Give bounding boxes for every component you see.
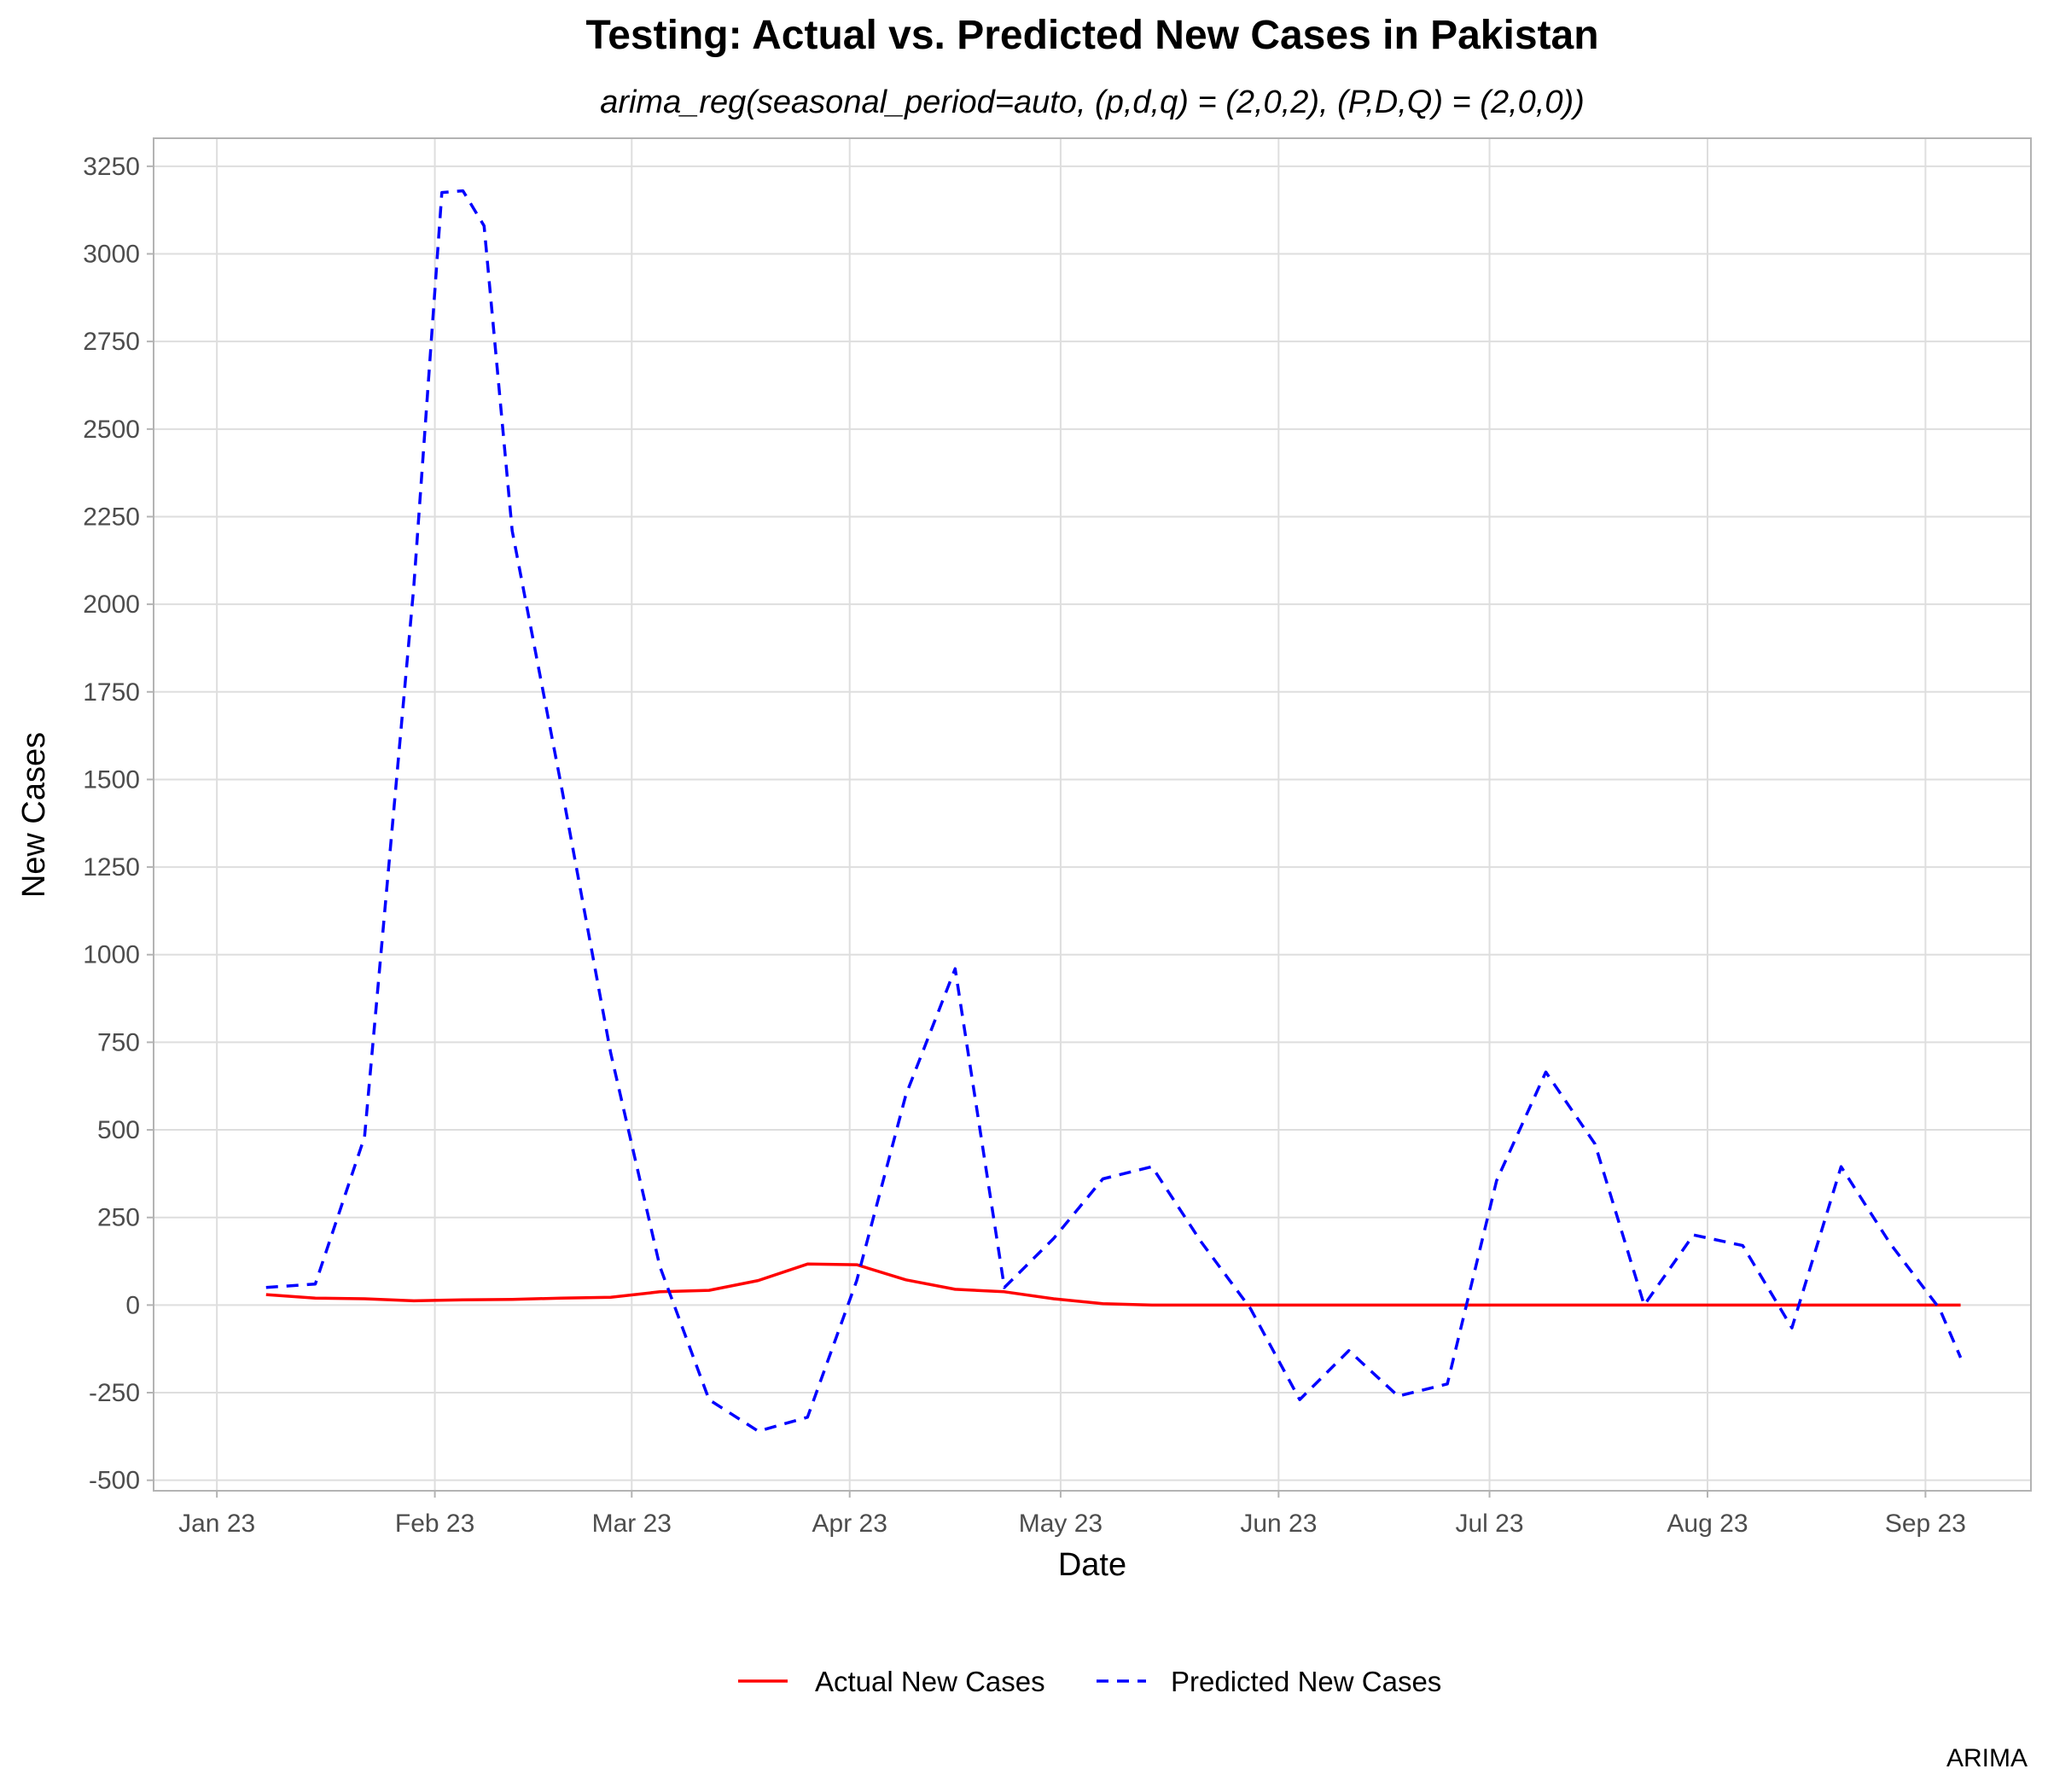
series-layer <box>265 189 1963 1433</box>
y-tick-label: 0 <box>125 1291 140 1319</box>
predicted-new-cases-line <box>265 189 1963 1433</box>
y-tick-label: 3000 <box>83 241 140 269</box>
chart-title: Testing: Actual vs. Predicted New Cases … <box>585 13 1598 58</box>
legend: Actual New Cases Predicted New Cases <box>738 1666 1441 1697</box>
y-tick-label: 750 <box>97 1028 140 1056</box>
y-tick-label: 1750 <box>83 678 140 707</box>
x-tick-label: Mar 23 <box>592 1510 672 1538</box>
x-tick-label: Jan 23 <box>178 1510 255 1538</box>
y-tick-label: 2250 <box>83 503 140 531</box>
x-axis-title: Date <box>1058 1547 1126 1583</box>
plot-panel-border <box>153 137 2032 1492</box>
x-tick-label: Sep 23 <box>1885 1510 1966 1538</box>
x-tick-label: Feb 23 <box>395 1510 474 1538</box>
x-tick-label: Jul 23 <box>1456 1510 1524 1538</box>
y-axis-ticks: -500 -250 0 250 500 750 1000 1250 1500 1750 2000 22… <box>83 153 154 1495</box>
x-tick-label: Apr 23 <box>812 1510 887 1538</box>
x-tick-label: Jun 23 <box>1240 1510 1317 1538</box>
y-tick-label: 1000 <box>83 941 140 969</box>
x-axis-ticks: Jan 23 Feb 23 Mar 23 Apr 23 May 23 Jun 23 Jul … <box>178 1491 1966 1538</box>
chart-caption: ARIMA <box>1946 1744 2028 1772</box>
x-tick-label: May 23 <box>1019 1510 1103 1538</box>
chart-subtitle: arima_reg(seasonal_period=auto, (p,d,q) … <box>600 84 1585 120</box>
grid-layer <box>154 138 2031 1491</box>
y-tick-label: -250 <box>89 1379 140 1407</box>
y-tick-label: 250 <box>97 1204 140 1232</box>
y-tick-label: 1250 <box>83 853 140 881</box>
y-tick-label: 2000 <box>83 591 140 619</box>
y-tick-label: 500 <box>97 1116 140 1144</box>
legend-label-predicted: Predicted New Cases <box>1171 1666 1441 1697</box>
y-axis-title: New Cases <box>16 732 52 898</box>
legend-label-actual: Actual New Cases <box>815 1666 1045 1697</box>
y-tick-label: 2750 <box>83 328 140 356</box>
x-tick-label: Aug 23 <box>1667 1510 1748 1538</box>
y-tick-label: 2500 <box>83 416 140 444</box>
y-tick-label: -500 <box>89 1467 140 1495</box>
y-tick-label: 3250 <box>83 153 140 181</box>
y-tick-label: 1500 <box>83 765 140 794</box>
actual-new-cases-line <box>265 1262 1961 1307</box>
